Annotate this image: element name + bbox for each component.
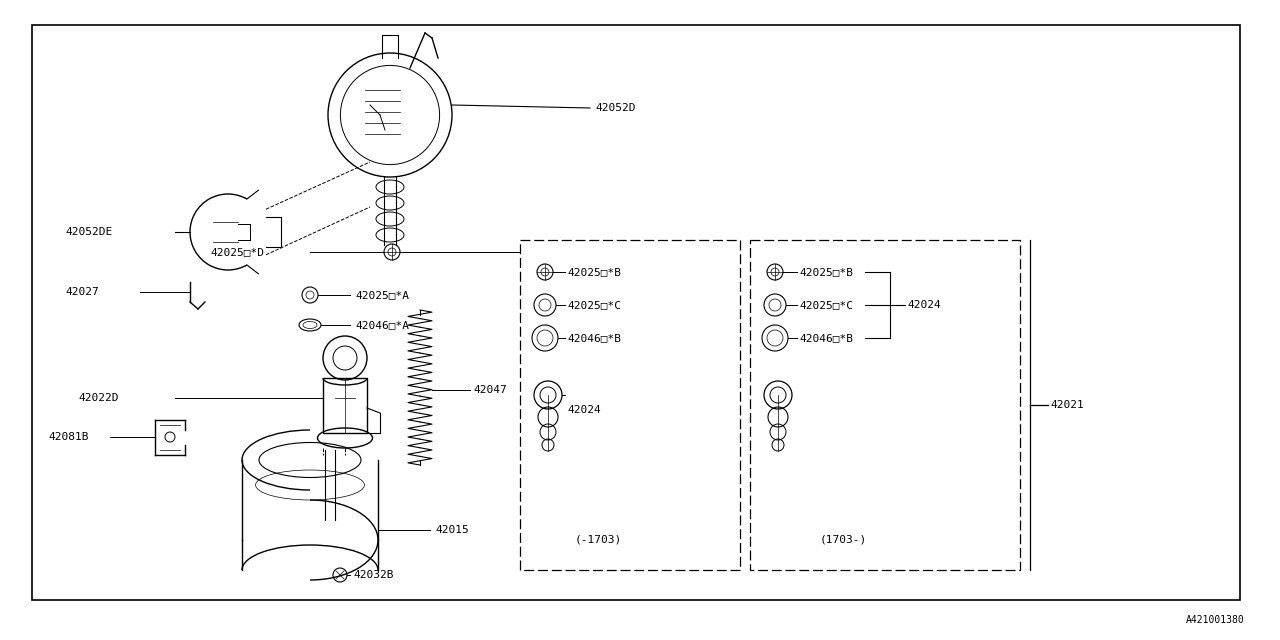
- Text: 42025□*A: 42025□*A: [355, 290, 410, 300]
- Bar: [520, 240, 740, 570]
- Bar: [32, 25, 1240, 600]
- Circle shape: [764, 381, 792, 409]
- Text: 42015: 42015: [435, 525, 468, 535]
- Circle shape: [323, 336, 367, 380]
- Text: 42032B: 42032B: [353, 570, 393, 580]
- Text: 42021: 42021: [1050, 400, 1084, 410]
- Text: 42025□*C: 42025□*C: [567, 300, 621, 310]
- Bar: [750, 240, 1020, 570]
- Text: 42022D: 42022D: [78, 393, 119, 403]
- Text: 42052D: 42052D: [595, 103, 635, 113]
- Text: (-1703): (-1703): [575, 535, 622, 545]
- Text: 42024: 42024: [567, 405, 600, 415]
- Text: 42027: 42027: [65, 287, 99, 297]
- Text: 42025□*D: 42025□*D: [210, 247, 264, 257]
- Text: 42025□*B: 42025□*B: [567, 267, 621, 277]
- Circle shape: [534, 381, 562, 409]
- Text: 42025□*B: 42025□*B: [799, 267, 852, 277]
- Text: 42025□*C: 42025□*C: [799, 300, 852, 310]
- Text: 42052DE: 42052DE: [65, 227, 113, 237]
- Text: 42046□*A: 42046□*A: [355, 320, 410, 330]
- Bar: [323, 378, 367, 433]
- Text: 42081B: 42081B: [49, 432, 88, 442]
- Text: (1703-): (1703-): [820, 535, 868, 545]
- Text: 42047: 42047: [474, 385, 507, 395]
- Text: A421001380: A421001380: [1187, 615, 1245, 625]
- Text: 42046□*B: 42046□*B: [799, 333, 852, 343]
- Text: 42024: 42024: [908, 300, 941, 310]
- Text: 42046□*B: 42046□*B: [567, 333, 621, 343]
